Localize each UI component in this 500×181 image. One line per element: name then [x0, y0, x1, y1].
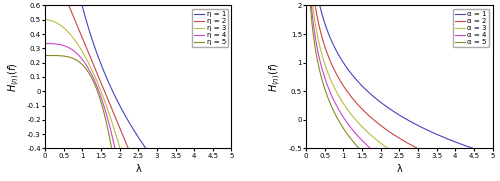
Y-axis label: $H_{(\eta)}(f)$: $H_{(\eta)}(f)$ — [268, 62, 282, 92]
α = 1 — [464, 145, 469, 147]
η = 3 — [54, 22, 60, 24]
α = 3 — [416, 166, 422, 168]
η = 4 — [54, 43, 60, 45]
X-axis label: λ: λ — [136, 164, 141, 174]
α = 1 — [444, 138, 450, 140]
α = 3 — [315, 38, 321, 40]
α = 5 — [315, 63, 321, 65]
Y-axis label: $H_{(\eta)}(f)$: $H_{(\eta)}(f)$ — [6, 62, 22, 92]
Line: η = 2: η = 2 — [46, 0, 232, 181]
α = 2 — [416, 148, 422, 150]
α = 1 — [416, 125, 422, 127]
η = 4 — [42, 43, 48, 45]
α = 2 — [412, 146, 418, 148]
η = 5 — [42, 54, 48, 57]
X-axis label: λ: λ — [396, 164, 402, 174]
Line: η = 5: η = 5 — [46, 56, 232, 181]
Line: α = 2: α = 2 — [307, 0, 492, 178]
α = 3 — [444, 179, 450, 181]
Line: η = 1: η = 1 — [46, 0, 232, 181]
Legend: α = 1, α = 2, α = 3, α = 4, α = 5: α = 1, α = 2, α = 3, α = 4, α = 5 — [453, 9, 489, 47]
α = 4 — [412, 177, 418, 179]
α = 4 — [416, 180, 422, 181]
Line: α = 4: α = 4 — [307, 0, 492, 181]
α = 2 — [464, 168, 469, 170]
η = 1 — [156, 164, 162, 166]
α = 3 — [422, 169, 428, 171]
η = 1 — [150, 158, 156, 160]
η = 5 — [54, 54, 60, 57]
Line: α = 3: α = 3 — [307, 0, 492, 181]
Line: η = 4: η = 4 — [46, 44, 232, 181]
α = 1 — [490, 154, 496, 156]
Legend: η = 1, η = 2, η = 3, η = 4, η = 5: η = 1, η = 2, η = 3, η = 4, η = 5 — [192, 9, 228, 47]
η = 3 — [42, 19, 48, 21]
α = 2 — [490, 177, 496, 179]
Line: α = 1: α = 1 — [307, 0, 492, 155]
Line: α = 5: α = 5 — [307, 0, 492, 181]
α = 2 — [422, 151, 428, 153]
α = 2 — [315, 20, 321, 23]
Line: η = 3: η = 3 — [46, 20, 232, 181]
η = 1 — [161, 171, 167, 173]
α = 3 — [412, 163, 418, 166]
α = 1 — [422, 128, 428, 130]
α = 1 — [412, 123, 418, 125]
α = 2 — [444, 161, 450, 163]
α = 4 — [315, 52, 321, 54]
